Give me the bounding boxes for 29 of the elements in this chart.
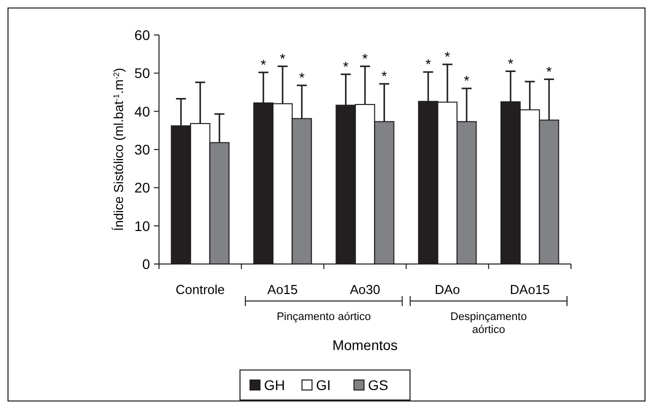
y-tick-label: 50 bbox=[134, 65, 150, 82]
x-axis-title: Momentos bbox=[332, 337, 398, 353]
y-tick-label: 40 bbox=[134, 103, 150, 120]
text: Despinçamento aórtico bbox=[450, 311, 527, 336]
annotation: * bbox=[362, 50, 368, 66]
annotation: * bbox=[444, 48, 451, 64]
x-tick-label: Controle bbox=[176, 282, 225, 297]
annotation: * bbox=[464, 72, 470, 88]
x-tick-label: Ao15 bbox=[267, 282, 298, 297]
annotation: * bbox=[425, 56, 432, 72]
legend-label: GH bbox=[264, 377, 285, 393]
y-tick-label: 20 bbox=[134, 180, 150, 196]
y-tick-label: 10 bbox=[134, 218, 150, 234]
annotation: * bbox=[280, 50, 286, 66]
legend-label: GI bbox=[316, 377, 331, 393]
y-tick-label: 0 bbox=[142, 256, 150, 272]
annotation: * bbox=[546, 63, 552, 80]
y-tick-label: 60 bbox=[134, 27, 150, 43]
legend-label: GS bbox=[368, 377, 388, 393]
x-tick-label: DAo bbox=[434, 282, 460, 297]
annotation: * bbox=[260, 56, 267, 72]
x-tick-label: DAo15 bbox=[510, 282, 550, 297]
annotation: * bbox=[343, 58, 350, 74]
annotation: * bbox=[299, 69, 306, 86]
annotation: * bbox=[508, 55, 514, 72]
x-tick-label: Ao30 bbox=[350, 282, 380, 297]
text: Pinçamento aórtico bbox=[276, 311, 371, 323]
y-tick-label: 30 bbox=[134, 142, 150, 158]
annotation: * bbox=[382, 68, 388, 84]
